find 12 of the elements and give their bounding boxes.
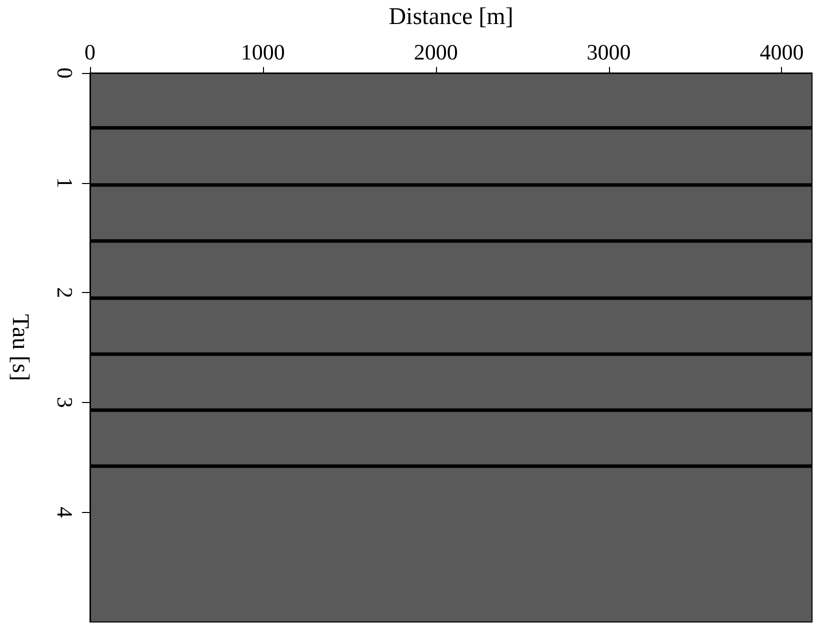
x-tick-label: 0 xyxy=(84,40,96,64)
y-tick-label: 2 xyxy=(52,287,78,298)
x-tick-label: 2000 xyxy=(414,40,458,64)
y-tick-label: 0 xyxy=(52,68,78,78)
x-tick-label: 1000 xyxy=(240,40,285,64)
x-axis-title: Distance [m] xyxy=(388,4,514,30)
x-tick-label: 4000 xyxy=(760,40,804,64)
x-tick-label: 3000 xyxy=(586,40,631,64)
y-axis-title: Tau [s] xyxy=(7,314,33,381)
y-tick-label: 3 xyxy=(52,396,78,408)
y-tick-label: 1 xyxy=(52,177,78,188)
y-tick-label: 4 xyxy=(52,506,78,518)
